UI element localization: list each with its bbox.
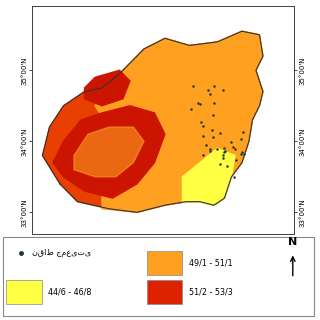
Text: N: N [288,236,297,246]
Bar [6,280,42,304]
Text: 44/6 - 46/8: 44/6 - 46/8 [48,288,92,297]
Polygon shape [95,31,263,212]
Text: 49/1 - 51/1: 49/1 - 51/1 [189,259,232,268]
Bar [147,280,182,304]
Polygon shape [84,70,130,106]
Text: 51/2 - 53/3: 51/2 - 53/3 [189,288,233,297]
Polygon shape [74,127,144,177]
Text: نقاط جمعیتی: نقاط جمعیتی [32,248,91,257]
Polygon shape [43,31,263,212]
Polygon shape [53,106,165,198]
Bar [147,251,182,275]
Polygon shape [182,148,235,205]
